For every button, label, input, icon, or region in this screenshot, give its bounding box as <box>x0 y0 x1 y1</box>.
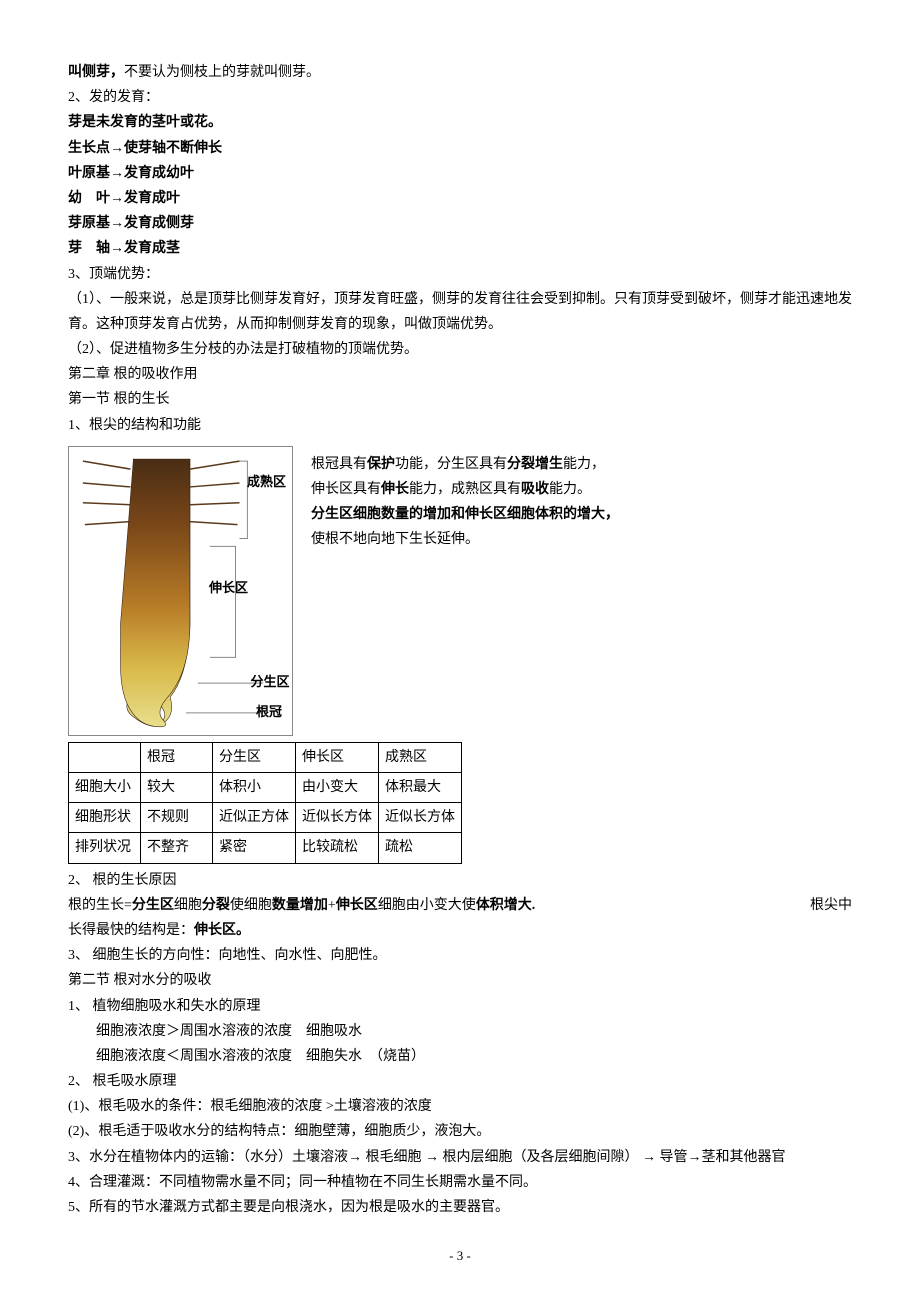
para-22: 细胞液浓度＜周围水溶液的浓度 细胞失水 （烧苗） <box>68 1044 852 1069</box>
para-21: 细胞液浓度＞周围水溶液的浓度 细胞吸水 <box>68 1019 852 1044</box>
table-cell: 细胞大小 <box>69 773 141 803</box>
para-4: 生长点→使芽轴不断伸长 <box>68 136 852 161</box>
table-cell: 由小变大 <box>296 773 379 803</box>
table-cell: 排列状况 <box>69 833 141 863</box>
table-cell: 较大 <box>141 773 213 803</box>
para-14: 1、根尖的结构和功能 <box>68 413 852 438</box>
table-header-cell: 伸长区 <box>296 742 379 772</box>
para-18: 3、 细胞生长的方向性：向地性、向水性、向肥性。 <box>68 943 852 968</box>
para-16: 根的生长=分生区细胞分裂使细胞数量增加+伸长区细胞由小变大使体积增大. 根尖中 <box>68 893 852 918</box>
root-tip-svg <box>69 447 292 735</box>
para-28: 5、所有的节水灌溉方式都主要是向根浇水，因为根是吸水的主要器官。 <box>68 1195 852 1220</box>
root-tip-diagram: 成熟区 伸长区 分生区 根冠 <box>68 446 293 736</box>
para-side-bud: 叫侧芽，不要认为侧枝上的芽就叫侧芽。 <box>68 60 852 85</box>
table-cell: 紧密 <box>213 833 296 863</box>
para-9: 3、顶端优势： <box>68 262 852 287</box>
label-shenchang: 伸长区 <box>209 581 248 595</box>
table-cell: 比较疏松 <box>296 833 379 863</box>
para-2: 2、发的发育： <box>68 85 852 110</box>
label-genguan: 根冠 <box>252 705 286 719</box>
para-8: 芽 轴→发育成茎 <box>68 236 852 261</box>
table-row: 细胞大小较大体积小由小变大体积最大 <box>69 773 462 803</box>
para-3: 芽是未发育的茎叶或花。 <box>68 110 852 135</box>
para-12: 第二章 根的吸收作用 <box>68 362 852 387</box>
para-26: 3、水分在植物体内的运输：（水分）土壤溶液→ 根毛细胞 → 根内层细胞（及各层细… <box>68 1145 852 1170</box>
table-header-cell: 成熟区 <box>379 742 462 772</box>
para-27: 4、合理灌溉：不同植物需水量不同；同一种植物在不同生长期需水量不同。 <box>68 1170 852 1195</box>
table-cell: 体积最大 <box>379 773 462 803</box>
para-6: 幼 叶→发育成叶 <box>68 186 852 211</box>
table-cell: 体积小 <box>213 773 296 803</box>
table-row: 细胞形状不规则近似正方体近似长方体近似长方体 <box>69 803 462 833</box>
para-20: 1、 植物细胞吸水和失水的原理 <box>68 994 852 1019</box>
para-5: 叶原基→发育成幼叶 <box>68 161 852 186</box>
table-cell: 疏松 <box>379 833 462 863</box>
table-cell: 近似长方体 <box>296 803 379 833</box>
para-13: 第一节 根的生长 <box>68 387 852 412</box>
para-15: 2、 根的生长原因 <box>68 868 852 893</box>
diagram-side-text: 根冠具有保护功能，分生区具有分裂增生能力， 伸长区具有伸长能力，成熟区具有吸收能… <box>311 446 619 553</box>
table-header-cell: 分生区 <box>213 742 296 772</box>
table-cell: 细胞形状 <box>69 803 141 833</box>
para-7: 芽原基→发育成侧芽 <box>68 211 852 236</box>
label-fensheng: 分生区 <box>244 675 296 689</box>
table-cell: 不规则 <box>141 803 213 833</box>
table-header-cell: 根冠 <box>141 742 213 772</box>
para-19: 第二节 根对水分的吸收 <box>68 968 852 993</box>
para-10: （1）、一般来说，总是顶芽比侧芽发育好，顶芽发育旺盛，侧芽的发育往往会受到抑制。… <box>68 287 852 337</box>
para-17: 长得最快的结构是：伸长区。 <box>68 918 852 943</box>
root-zone-table: 根冠分生区伸长区成熟区 细胞大小较大体积小由小变大体积最大细胞形状不规则近似正方… <box>68 742 462 864</box>
table-header-cell <box>69 742 141 772</box>
table-cell: 近似长方体 <box>379 803 462 833</box>
para-25: (2)、根毛适于吸收水分的结构特点：细胞壁薄，细胞质少，液泡大。 <box>68 1119 852 1144</box>
table-cell: 近似正方体 <box>213 803 296 833</box>
para-24: (1)、根毛吸水的条件：根毛细胞液的浓度 >土壤溶液的浓度 <box>68 1094 852 1119</box>
root-diagram-block: 成熟区 伸长区 分生区 根冠 根冠具有保护功能，分生区具有分裂增生能力， 伸长区… <box>68 446 852 736</box>
page-number: - 3 - <box>68 1244 852 1267</box>
para-23: 2、 根毛吸水原理 <box>68 1069 852 1094</box>
label-chengshu: 成熟区 <box>247 475 286 489</box>
table-cell: 不整齐 <box>141 833 213 863</box>
table-row: 排列状况不整齐紧密比较疏松疏松 <box>69 833 462 863</box>
para-11: （2）、促进植物多生分枝的办法是打破植物的顶端优势。 <box>68 337 852 362</box>
